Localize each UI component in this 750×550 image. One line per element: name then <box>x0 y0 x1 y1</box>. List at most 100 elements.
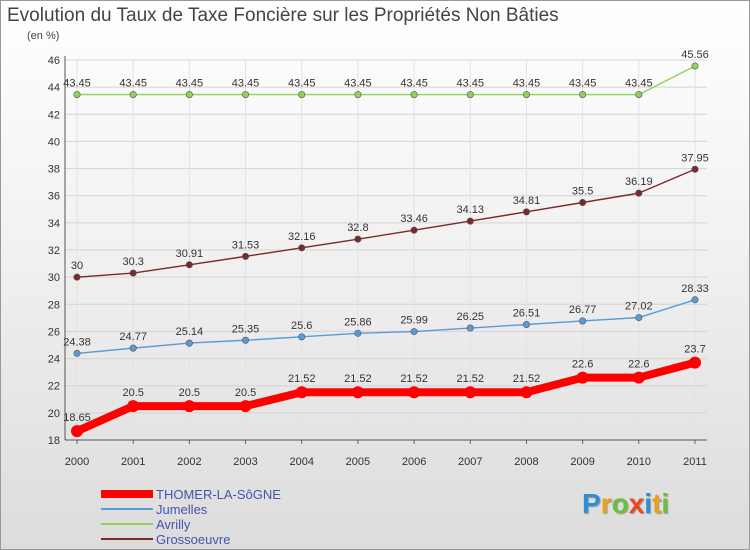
data-label: 21.52 <box>400 373 428 385</box>
data-point <box>185 339 193 347</box>
logo-letter: P <box>582 488 601 519</box>
legend-label: Avrilly <box>156 517 191 532</box>
data-label: 28.33 <box>681 283 709 295</box>
data-label: 32.16 <box>288 231 316 243</box>
data-point <box>464 386 477 399</box>
data-point <box>242 252 250 260</box>
data-point <box>354 329 362 337</box>
data-label: 30.91 <box>176 248 204 260</box>
data-point <box>410 226 418 234</box>
data-label: 37.95 <box>681 152 709 164</box>
data-label: 26.25 <box>457 311 485 323</box>
data-point <box>73 91 81 99</box>
data-label: 43.45 <box>288 78 316 90</box>
data-label: 30.3 <box>122 256 143 268</box>
data-label: 23.7 <box>684 344 705 356</box>
legend-swatch <box>101 508 153 510</box>
data-point <box>71 425 83 438</box>
data-point <box>576 371 589 384</box>
data-point <box>408 386 421 399</box>
legend-item: Grossoeuvre <box>101 532 361 547</box>
chart-title: Evolution du Taux de Taxe Foncière sur l… <box>7 5 559 26</box>
data-point <box>185 91 193 99</box>
data-point <box>579 91 587 99</box>
data-label: 21.52 <box>344 373 372 385</box>
data-point <box>466 324 474 332</box>
data-point <box>635 314 643 322</box>
data-point <box>691 62 699 70</box>
logo-letter: o <box>611 488 629 519</box>
y-tick-label: 40 <box>48 136 60 148</box>
x-tick-label: 2001 <box>121 456 145 468</box>
legend-label: Grossoeuvre <box>156 532 231 547</box>
data-point <box>129 91 137 99</box>
y-tick-label: 44 <box>48 82 60 94</box>
data-label: 43.45 <box>232 78 260 90</box>
data-label: 43.45 <box>513 78 541 90</box>
legend-item: Avrilly <box>101 517 361 532</box>
data-label: 20.5 <box>122 387 143 399</box>
data-label: 43.45 <box>344 78 372 90</box>
data-point <box>351 386 364 399</box>
data-label: 25.6 <box>291 320 312 332</box>
data-point <box>298 91 306 99</box>
data-label: 43.45 <box>457 78 485 90</box>
data-point <box>632 371 645 384</box>
legend-swatch <box>101 538 153 540</box>
data-point <box>298 244 306 252</box>
data-point <box>635 189 643 197</box>
y-tick-label: 32 <box>48 245 60 257</box>
data-point <box>127 400 140 413</box>
proxiti-logo: Proxiti <box>582 488 669 520</box>
data-label: 43.45 <box>569 78 597 90</box>
data-label: 45.56 <box>681 49 709 61</box>
data-label: 25.35 <box>232 323 260 335</box>
data-point <box>466 217 474 225</box>
data-label: 22.6 <box>628 359 649 371</box>
axes: 18 20 22 24 26 28 30 32 34 36 38 40 42 44 46 2000 2001 20… <box>48 55 707 468</box>
data-label: 24.38 <box>63 336 91 348</box>
data-point <box>239 400 252 413</box>
data-label: 25.86 <box>344 316 372 328</box>
series-line-2 <box>76 65 696 96</box>
y-tick-label: 26 <box>48 326 60 338</box>
data-label: 43.45 <box>625 78 653 90</box>
data-label: 31.53 <box>232 239 260 251</box>
y-tick-label: 30 <box>48 272 60 284</box>
data-point <box>73 273 81 281</box>
x-tick-label: 2007 <box>458 456 482 468</box>
legend-item: Jumelles <box>101 502 361 517</box>
data-point <box>410 328 418 336</box>
data-point <box>185 261 193 269</box>
series-line-3 <box>76 168 696 278</box>
series-line-1 <box>76 299 696 355</box>
data-point <box>691 165 699 173</box>
y-tick-label: 20 <box>48 408 60 420</box>
logo-letter: x <box>628 488 645 519</box>
y-tick-label: 38 <box>48 164 60 176</box>
data-point <box>129 344 137 352</box>
data-labels: 43.45 43.45 43.45 43.45 43.45 43.45 43.45 43.45… <box>63 49 709 424</box>
legend-label: Jumelles <box>156 502 208 517</box>
grid-lines <box>65 59 707 441</box>
data-point <box>635 91 643 99</box>
data-label: 24.77 <box>119 331 147 343</box>
data-point <box>73 349 81 357</box>
data-point <box>298 333 306 341</box>
data-label: 32.8 <box>347 222 368 234</box>
y-tick-label: 36 <box>48 191 60 203</box>
y-tick-label: 24 <box>48 354 60 366</box>
data-point <box>129 269 137 277</box>
legend-label: THOMER-LA-SôGNE <box>156 487 281 502</box>
data-point <box>579 199 587 207</box>
x-tick-label: 2008 <box>514 456 538 468</box>
x-tick-label: 2003 <box>233 456 257 468</box>
data-point <box>183 400 196 413</box>
data-label: 43.45 <box>63 78 91 90</box>
data-label: 43.45 <box>400 78 428 90</box>
data-label: 43.45 <box>119 78 147 90</box>
data-label: 20.5 <box>235 387 256 399</box>
data-label: 33.46 <box>400 213 428 225</box>
